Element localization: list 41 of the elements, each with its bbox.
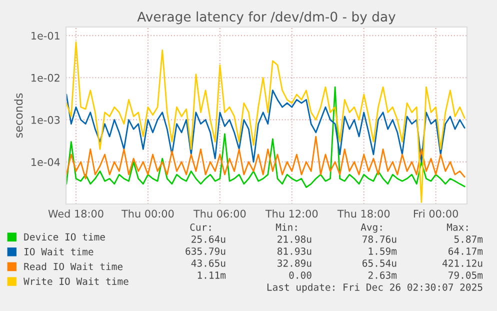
- text: 78.76u: [362, 235, 396, 243]
- y-tick-label: 1e-04: [32, 158, 60, 166]
- x-tick-label: Thu 12:00: [265, 210, 318, 218]
- legend-label: Device IO time: [24, 233, 105, 241]
- line-series: [66, 90, 466, 163]
- text: 21.98u: [278, 235, 312, 243]
- legend-label: Write IO Wait time: [24, 277, 128, 285]
- text: 43.65u: [191, 259, 226, 267]
- text: 421.12u: [442, 259, 482, 267]
- y-tick-label: 1e-02: [32, 74, 60, 82]
- line-series: [66, 41, 466, 203]
- text: 25.64u: [192, 235, 226, 243]
- text: 2.63m: [368, 271, 397, 279]
- text: 0.00: [289, 271, 312, 279]
- x-tick-label: Fri 00:00: [414, 210, 458, 218]
- text: Avg:: [360, 224, 382, 233]
- y-axis-title: seconds: [14, 93, 23, 138]
- text: 5.87m: [454, 235, 483, 243]
- text: Cur:: [190, 223, 211, 231]
- text: 64.17m: [448, 247, 483, 255]
- chart-title: Average latency for /dev/dm-0 - by day: [137, 11, 396, 24]
- text: 1.11m: [198, 272, 226, 279]
- y-tick-label: 1e-03: [32, 116, 60, 124]
- line-series: [66, 86, 466, 188]
- x-tick-label: Thu 06:00: [193, 210, 246, 218]
- line-series: [66, 136, 466, 180]
- text: Max:: [446, 224, 468, 231]
- legend-label: IO Wait time: [24, 248, 94, 256]
- text: 65.54u: [362, 259, 396, 267]
- y-tick-label: 1e-01: [32, 32, 60, 40]
- x-tick-label: Thu 00:00: [121, 210, 174, 218]
- text: 635.79u: [186, 247, 226, 255]
- x-tick-label: Thu 18:00: [337, 210, 390, 218]
- text: Last update: Fri Dec 26 02:30:07 2025: [267, 283, 482, 293]
- text: 79.05m: [448, 271, 483, 279]
- text: 1.59m: [368, 247, 397, 255]
- legend-label: Read IO Wait time: [24, 262, 122, 270]
- text: Min:: [276, 223, 297, 231]
- text: 32.89u: [278, 259, 312, 267]
- text: 81.93u: [278, 247, 312, 255]
- x-tick-label: Wed 18:00: [48, 210, 104, 218]
